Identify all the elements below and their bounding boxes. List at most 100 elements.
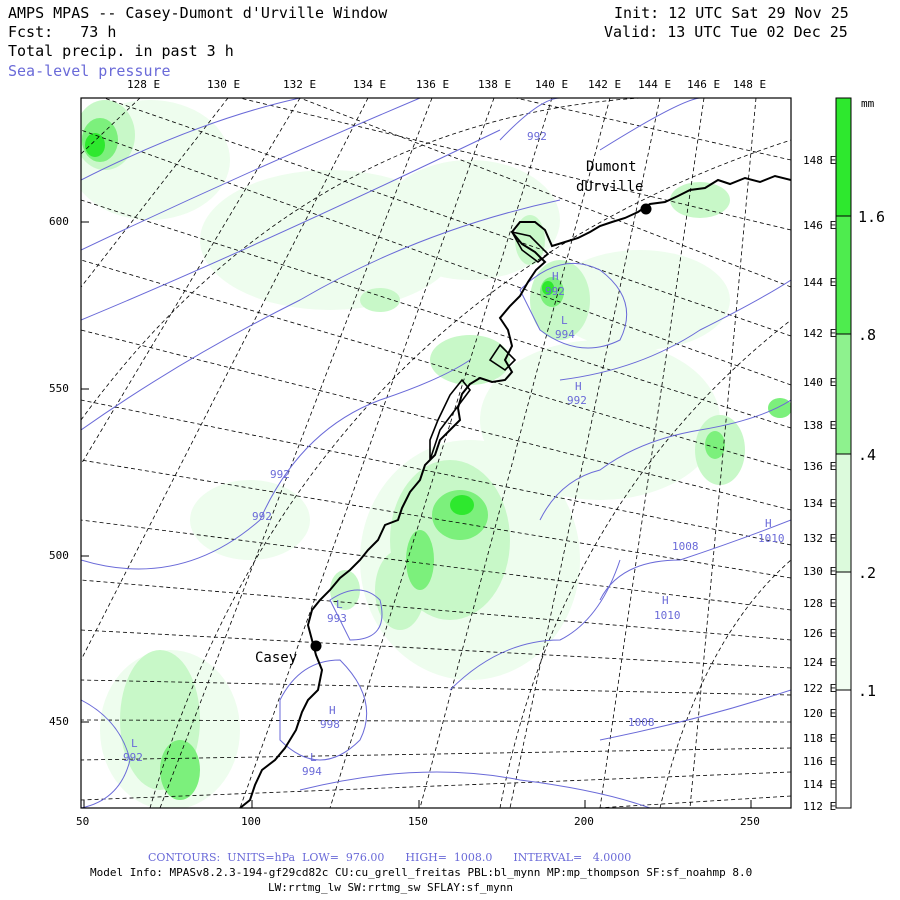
top-lon-label: 132 E bbox=[283, 78, 317, 91]
top-lon-label: 128 E bbox=[127, 78, 161, 91]
right-lon-label: 114 E bbox=[803, 778, 837, 791]
model-info: Model Info: MPASv8.2.3-194-gf29cd82c CU:… bbox=[90, 866, 753, 879]
pressure-label: 992 bbox=[270, 468, 290, 481]
forecast-hour: Fcst: 73 h bbox=[8, 23, 117, 41]
contour-info: CONTOURS: UNITS=hPa LOW= 976.00 HIGH= 10… bbox=[148, 851, 632, 864]
right-lon-label: 128 E bbox=[803, 597, 837, 610]
station-durville-label: dUrville bbox=[576, 179, 644, 195]
pressure-label: H bbox=[765, 517, 772, 530]
precip-peak-areas bbox=[85, 133, 554, 515]
map-plot-area bbox=[81, 98, 791, 808]
station-dumont-durville-marker bbox=[640, 203, 652, 215]
colorbar bbox=[835, 97, 852, 809]
pressure-contours bbox=[81, 98, 791, 808]
pressure-label: H bbox=[575, 380, 582, 393]
right-lon-label: 144 E bbox=[803, 276, 837, 289]
right-lon-label: 134 E bbox=[803, 497, 837, 510]
pressure-label: 1010 bbox=[758, 532, 785, 545]
latitude-arcs bbox=[81, 98, 791, 808]
top-lon-label: 144 E bbox=[638, 78, 672, 91]
right-lon-label: 140 E bbox=[803, 376, 837, 389]
top-lon-label: 146 E bbox=[687, 78, 721, 91]
x-axis-ticks bbox=[83, 800, 752, 808]
pressure-label: 992 bbox=[527, 130, 547, 143]
pressure-label: 992 bbox=[252, 510, 272, 523]
top-lon-label: 130 E bbox=[207, 78, 241, 91]
colorbar-level: .4 bbox=[858, 446, 877, 464]
valid-time: Valid: 13 UTC Tue 02 Dec 25 bbox=[604, 23, 848, 41]
pressure-label: 992 bbox=[123, 751, 143, 764]
right-lon-label: 138 E bbox=[803, 419, 837, 432]
station-casey-label: Casey bbox=[255, 650, 298, 666]
overlay-name: Sea-level pressure bbox=[8, 62, 171, 80]
y-tick-label: 550 bbox=[49, 382, 69, 395]
y-axis-ticks bbox=[81, 221, 89, 723]
right-lon-label: 124 E bbox=[803, 656, 837, 669]
pressure-label: L bbox=[336, 598, 343, 611]
colorbar-band-1 bbox=[836, 98, 851, 216]
right-lon-label: 122 E bbox=[803, 682, 837, 695]
pressure-label: 998 bbox=[320, 718, 340, 731]
longitude-lines bbox=[81, 98, 791, 808]
pressure-label: 992 bbox=[567, 394, 587, 407]
right-lon-label: 142 E bbox=[803, 327, 837, 340]
station-dumont-label: Dumont bbox=[586, 159, 637, 175]
pressure-label: 992 bbox=[545, 285, 565, 298]
right-lon-label: 120 E bbox=[803, 707, 837, 720]
pressure-label: 1008 bbox=[628, 716, 655, 729]
pressure-label: 1008 bbox=[672, 540, 699, 553]
colorbar-level: .8 bbox=[858, 326, 877, 344]
right-lon-label: 116 E bbox=[803, 755, 837, 768]
y-tick-label: 600 bbox=[49, 215, 69, 228]
y-tick-label: 500 bbox=[49, 549, 69, 562]
top-lon-label: 134 E bbox=[353, 78, 387, 91]
colorbar-band-5 bbox=[836, 572, 851, 690]
top-lon-label: 138 E bbox=[478, 78, 512, 91]
pressure-label: 994 bbox=[302, 765, 322, 778]
colorbar-band-2 bbox=[836, 216, 851, 334]
coastline bbox=[239, 174, 791, 808]
right-lon-label: 112 E bbox=[803, 800, 837, 813]
top-lon-label: 148 E bbox=[733, 78, 767, 91]
x-tick-label: 100 bbox=[241, 815, 261, 828]
ice-shelf-outline bbox=[429, 230, 550, 461]
pressure-label: H bbox=[662, 594, 669, 607]
top-lon-label: 136 E bbox=[416, 78, 450, 91]
model-info-physics: LW:rrtmg_lw SW:rrtmg_sw SFLAY:sf_mynn bbox=[268, 881, 514, 894]
right-lon-label: 132 E bbox=[803, 532, 837, 545]
x-tick-label: 50 bbox=[76, 815, 90, 828]
y-tick-label: 450 bbox=[49, 715, 69, 728]
x-tick-label: 200 bbox=[574, 815, 594, 828]
colorbar-level: .1 bbox=[858, 682, 877, 700]
pressure-label: L bbox=[310, 751, 317, 764]
right-lon-label: 130 E bbox=[803, 565, 837, 578]
plot-frame bbox=[80, 97, 792, 809]
station-casey-marker bbox=[310, 640, 322, 652]
top-lon-label: 140 E bbox=[535, 78, 569, 91]
colorbar-level: .2 bbox=[858, 564, 877, 582]
right-lon-label: 126 E bbox=[803, 627, 837, 640]
x-tick-label: 150 bbox=[408, 815, 428, 828]
pressure-label: L bbox=[131, 737, 138, 750]
pressure-label: 993 bbox=[327, 612, 347, 625]
colorbar-band-6 bbox=[836, 690, 851, 808]
x-tick-label: 250 bbox=[740, 815, 760, 828]
pressure-label: L bbox=[561, 314, 568, 327]
colorbar-level: 1.6 bbox=[858, 208, 886, 226]
colorbar-unit: mm bbox=[861, 97, 875, 110]
right-lon-label: 148 E bbox=[803, 154, 837, 167]
pressure-label: 994 bbox=[555, 328, 575, 341]
init-time: Init: 12 UTC Sat 29 Nov 25 bbox=[614, 4, 849, 22]
chart-title: AMPS MPAS -- Casey-Dumont d'Urville Wind… bbox=[8, 4, 388, 22]
right-lon-label: 146 E bbox=[803, 219, 837, 232]
pressure-label: H bbox=[329, 704, 336, 717]
right-lon-label: 118 E bbox=[803, 732, 837, 745]
field-name: Total precip. in past 3 h bbox=[8, 42, 234, 60]
colorbar-band-3 bbox=[836, 334, 851, 454]
pressure-label: 1010 bbox=[654, 609, 681, 622]
colorbar-band-4 bbox=[836, 454, 851, 572]
right-lon-label: 136 E bbox=[803, 460, 837, 473]
top-lon-label: 142 E bbox=[588, 78, 622, 91]
pressure-label: H bbox=[552, 270, 559, 283]
